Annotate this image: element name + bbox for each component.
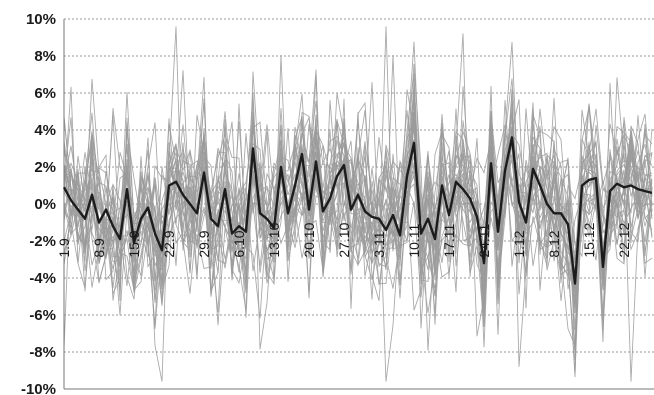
x-tick-label: 3.11 bbox=[371, 231, 387, 257]
y-tick-labels: 10% 8% 6% 4% 2% 0% -2% -4% -6% -8% -10% bbox=[21, 11, 56, 395]
x-tick-label: 20.10 bbox=[301, 222, 317, 257]
axes bbox=[63, 19, 654, 390]
y-tick-label: -10% bbox=[21, 381, 56, 395]
x-tick-label: 27.10 bbox=[336, 222, 352, 257]
x-tick-label: 22.12 bbox=[616, 222, 632, 257]
background-series-line bbox=[63, 33, 653, 303]
background-series-line bbox=[63, 98, 653, 382]
highlighted-series-group bbox=[62, 136, 653, 285]
y-tick-label: 4% bbox=[34, 122, 56, 139]
x-tick-label: 6.10 bbox=[231, 230, 247, 257]
y-tick-label: -4% bbox=[29, 270, 56, 287]
y-tick-label: 10% bbox=[26, 11, 56, 28]
y-tick-label: -8% bbox=[29, 344, 56, 361]
background-series-line bbox=[63, 76, 653, 309]
x-tick-label: 1.12 bbox=[511, 230, 527, 257]
y-tick-label: -2% bbox=[29, 233, 56, 250]
y-tick-label: 8% bbox=[34, 48, 56, 65]
background-series-line bbox=[63, 74, 653, 382]
x-tick-label: 29.9 bbox=[196, 230, 212, 257]
y-tick-label: 6% bbox=[34, 85, 56, 102]
background-series-line bbox=[63, 77, 653, 306]
x-tick-label: 10.11 bbox=[406, 223, 422, 257]
x-tick-label: 24.11 bbox=[476, 223, 492, 257]
x-tick-label: 8.9 bbox=[91, 238, 107, 258]
x-tick-label: 17.11 bbox=[441, 223, 457, 257]
x-tick-label: 15.9 bbox=[126, 230, 142, 257]
x-tick-label: 13.10 bbox=[266, 222, 282, 257]
y-tick-label: 0% bbox=[34, 196, 56, 213]
highlighted-series-line bbox=[62, 136, 653, 285]
background-series-line bbox=[63, 103, 653, 382]
x-tick-label: 15.12 bbox=[581, 222, 597, 257]
y-tick-label: 2% bbox=[34, 159, 56, 176]
x-tick-label: 8.12 bbox=[546, 230, 562, 257]
y-tick-label: -6% bbox=[29, 307, 56, 324]
x-tick-labels: 1.9 8.9 15.9 22.9 29.9 6.10 13.10 20.10 27.10 3.1… bbox=[56, 222, 632, 257]
x-tick-label: 1.9 bbox=[56, 238, 72, 258]
background-series-line bbox=[63, 77, 653, 347]
x-tick-label: 22.9 bbox=[161, 230, 177, 257]
